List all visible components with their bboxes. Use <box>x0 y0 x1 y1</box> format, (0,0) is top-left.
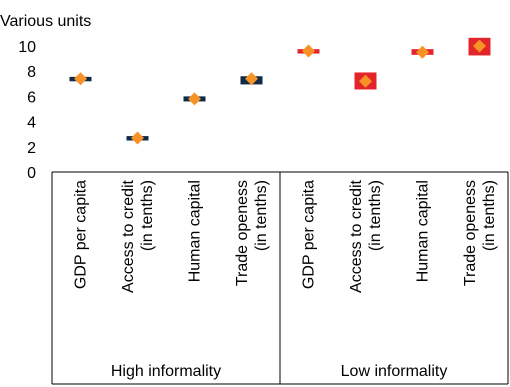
category-label: Human capital <box>415 180 432 282</box>
category-labels: GDP per capita Access to credit (in tenths… <box>73 179 499 292</box>
group-label: Low informality <box>341 363 448 380</box>
category-label-group: GDP per capita <box>73 180 90 289</box>
category-label: Trade openess <box>234 180 251 286</box>
category-label-group: (in tenths) <box>139 180 156 251</box>
diamond-marker <box>131 131 144 145</box>
diamond-markers <box>74 39 486 145</box>
y-tick-label: 8 <box>27 64 36 81</box>
diamond-marker <box>302 44 315 58</box>
category-label: Human capital <box>187 180 204 282</box>
category-label-group: Access to credit <box>120 179 137 292</box>
category-label: Access to credit <box>120 179 137 292</box>
diamond-marker <box>359 74 372 88</box>
category-label-group: Trade openess <box>462 180 479 286</box>
group-labels: High informality Low informality <box>111 363 447 380</box>
category-label: (in tenths) <box>253 180 270 251</box>
y-tick-label: 2 <box>27 140 36 157</box>
category-label: Trade openess <box>462 180 479 286</box>
y-tick-label: 0 <box>27 165 36 182</box>
category-label-group: Trade openess <box>234 180 251 286</box>
category-label-group: Human capital <box>415 180 432 282</box>
category-label-group: GDP per capita <box>301 180 318 289</box>
category-label: GDP per capita <box>301 180 318 289</box>
y-tick-label: 10 <box>18 39 36 56</box>
category-label-group: Access to credit <box>348 179 365 292</box>
category-label-group: (in tenths) <box>253 180 270 251</box>
category-label: (in tenths) <box>367 180 384 251</box>
y-axis: 0 2 4 6 8 10 <box>18 39 36 182</box>
y-tick-label: 4 <box>27 115 36 132</box>
group-label: High informality <box>111 363 221 380</box>
category-label-group: (in tenths) <box>367 180 384 251</box>
y-axis-title: Various units <box>0 13 91 30</box>
category-label: (in tenths) <box>481 180 498 251</box>
diamond-marker <box>473 39 486 53</box>
chart-frame <box>51 171 509 385</box>
category-label-group: (in tenths) <box>481 180 498 251</box>
category-label: (in tenths) <box>139 180 156 251</box>
diamond-marker <box>416 45 429 59</box>
y-tick-label: 6 <box>27 89 36 106</box>
category-label: Access to credit <box>348 179 365 292</box>
category-label: GDP per capita <box>73 180 90 289</box>
diamond-marker <box>188 92 201 106</box>
diamond-marker <box>245 72 258 86</box>
diamond-marker <box>74 72 87 86</box>
category-label-group: Human capital <box>187 180 204 282</box>
